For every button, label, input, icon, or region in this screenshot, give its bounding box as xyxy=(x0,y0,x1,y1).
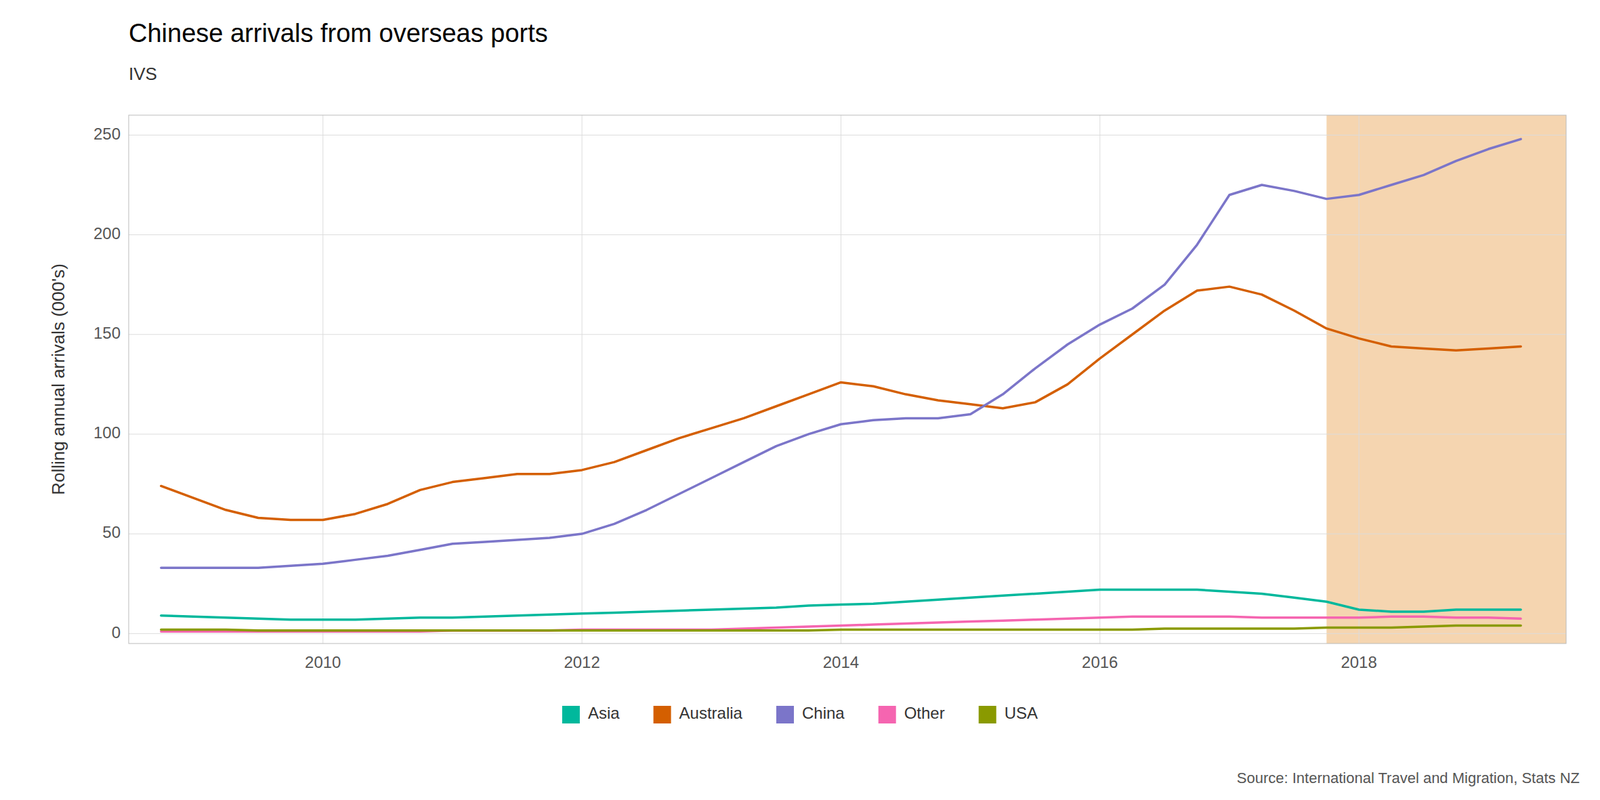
tick-label: 200 xyxy=(93,224,121,243)
legend-label: USA xyxy=(1004,703,1038,723)
tick-label: 2014 xyxy=(823,653,859,672)
title: Chinese arrivals from overseas ports xyxy=(128,18,549,48)
subtitle: IVS xyxy=(128,63,158,84)
series-line xyxy=(161,286,1521,520)
legend-swatch xyxy=(776,705,794,724)
grid-line xyxy=(128,433,1567,435)
tick-label: 100 xyxy=(93,423,121,442)
grid-line xyxy=(128,633,1567,635)
grid-line xyxy=(581,115,583,644)
legend: Asia Australia China Other USA xyxy=(562,703,1038,724)
series-line xyxy=(161,138,1521,568)
grid-line xyxy=(128,533,1567,535)
series-line xyxy=(161,590,1521,620)
legend-swatch xyxy=(562,705,580,724)
legend-swatch xyxy=(653,705,672,724)
tick-label: 2012 xyxy=(563,653,600,672)
tick-label: 2018 xyxy=(1340,653,1377,672)
tick-label: 0 xyxy=(111,623,121,642)
chart: Chinese arrivals from overseas ports IVS 0… xyxy=(0,0,1600,800)
axis-label: Rolling annual arrivals (000's) xyxy=(48,263,69,496)
series-group xyxy=(161,138,1521,632)
tick-label: 250 xyxy=(93,124,121,143)
legend-label: Asia xyxy=(587,703,620,723)
legend-label: Other xyxy=(904,703,945,723)
legend-swatch xyxy=(878,705,897,724)
legend-label: China xyxy=(802,703,845,723)
grid-line xyxy=(128,234,1567,236)
tick-label: 2010 xyxy=(304,653,341,672)
tick-label: 2016 xyxy=(1081,653,1118,672)
series-line xyxy=(161,625,1521,631)
tick-label: 50 xyxy=(102,522,121,542)
series-line xyxy=(161,616,1521,632)
source: Source: International Travel and Migrati… xyxy=(1236,769,1580,787)
grid-line xyxy=(840,115,842,644)
plot-frame xyxy=(128,115,1567,644)
legend-swatch xyxy=(978,705,997,724)
tick-label: 150 xyxy=(93,323,121,343)
grid xyxy=(128,115,1567,644)
grid-line xyxy=(1099,115,1101,644)
grid-line xyxy=(128,134,1567,136)
legend-label: Australia xyxy=(679,703,744,723)
